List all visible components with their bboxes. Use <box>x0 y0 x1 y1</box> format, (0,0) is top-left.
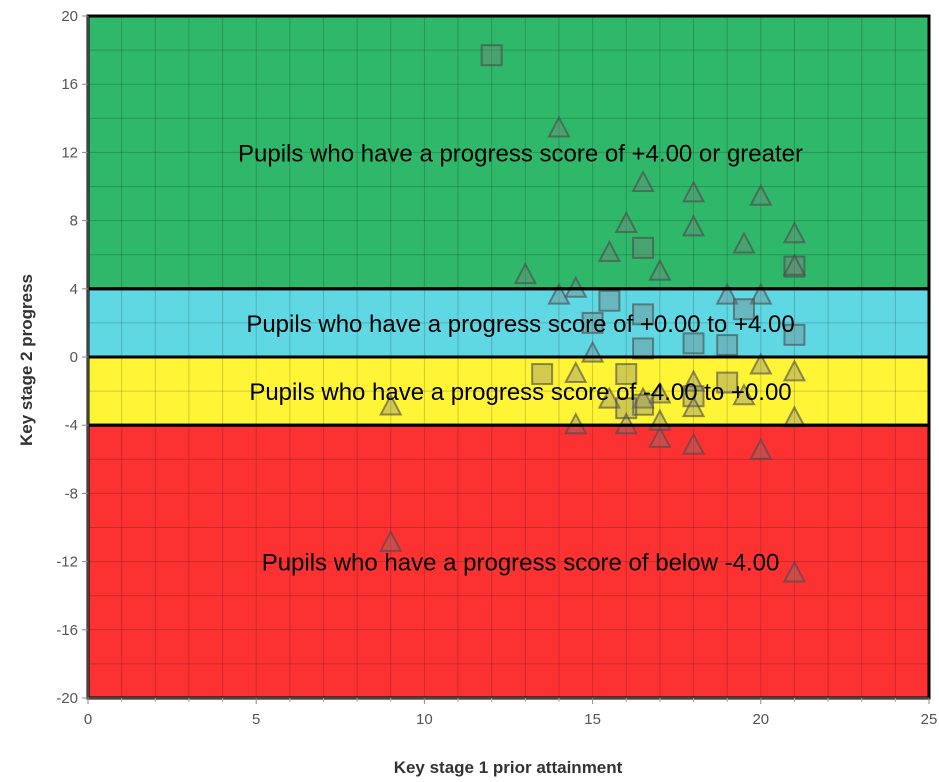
point-square-31 <box>615 363 638 386</box>
y-tick-label: -16 <box>56 622 78 639</box>
point-triangle-28 <box>749 352 773 375</box>
y-tick-label: 16 <box>61 76 78 93</box>
point-triangle-43 <box>681 395 706 418</box>
point-triangle-10 <box>597 239 622 262</box>
point-square-17 <box>598 289 621 312</box>
x-tick-label: 5 <box>252 711 260 728</box>
band-label-3: Pupils who have a progress score of belo… <box>262 550 780 577</box>
y-tick-label: 8 <box>70 213 78 230</box>
point-square-29 <box>531 363 554 386</box>
band-3 <box>88 425 929 698</box>
point-triangle-52 <box>782 560 807 583</box>
y-tick-label: 4 <box>70 281 78 298</box>
point-triangle-8 <box>732 231 756 254</box>
band-labels: Pupils who have a progress score of +4.0… <box>238 140 803 576</box>
data-points <box>379 44 807 583</box>
point-triangle-36 <box>631 386 655 409</box>
point-square-22 <box>581 311 604 334</box>
point-square-26 <box>632 337 655 360</box>
point-triangle-51 <box>379 529 403 552</box>
point-square-0 <box>480 44 503 67</box>
point-triangle-38 <box>732 383 756 406</box>
point-triangle-2 <box>631 169 655 193</box>
point-square-9 <box>632 236 655 259</box>
point-triangle-30 <box>564 360 588 384</box>
point-triangle-5 <box>614 210 638 234</box>
point-triangle-4 <box>749 183 773 206</box>
y-tick-label: 12 <box>61 144 78 161</box>
band-label-0: Pupils who have a progress score of +4.0… <box>238 140 803 167</box>
band-label-2: Pupils who have a progress score of -4.0… <box>249 379 791 406</box>
point-triangle-49 <box>681 432 706 455</box>
band-2 <box>88 357 929 426</box>
point-triangle-3 <box>681 180 706 203</box>
point-square-34 <box>716 371 739 394</box>
point-triangle-41 <box>379 393 403 416</box>
y-axis-title: Key stage 2 progress <box>17 274 36 446</box>
x-axis-title: Key stage 1 prior attainment <box>394 758 623 777</box>
y-tick-label: 20 <box>61 8 78 25</box>
y-axis-ticks: -20 -16 -12 -8 -4 0 4 8 12 16 20 <box>56 8 88 707</box>
progress-bands <box>88 16 929 698</box>
point-triangle-14 <box>513 262 537 285</box>
point-square-42 <box>615 397 638 420</box>
x-tick-label: 0 <box>84 711 92 728</box>
x-tick-label: 20 <box>752 711 769 728</box>
point-square-40 <box>632 393 655 416</box>
point-triangle-32 <box>782 359 807 382</box>
y-tick-label: -4 <box>65 417 78 434</box>
point-triangle-35 <box>648 381 672 404</box>
y-tick-label: 0 <box>70 349 78 366</box>
band-0 <box>88 16 929 289</box>
x-tick-label: 25 <box>921 711 938 728</box>
point-square-21 <box>632 303 655 326</box>
point-triangle-39 <box>597 386 622 409</box>
x-tick-label: 10 <box>416 711 433 728</box>
point-triangle-13 <box>648 258 672 281</box>
x-tick-label: 15 <box>584 711 601 728</box>
point-square-25 <box>716 334 739 357</box>
point-triangle-12 <box>782 253 807 276</box>
y-tick-label: -12 <box>56 554 78 571</box>
x-axis-ticks: 0 5 10 15 20 25 <box>84 698 938 728</box>
point-triangle-16 <box>547 282 571 305</box>
y-tick-label: -8 <box>65 485 78 502</box>
point-triangle-6 <box>681 214 706 237</box>
point-square-23 <box>783 323 806 346</box>
point-square-20 <box>732 298 755 321</box>
point-triangle-50 <box>749 437 773 460</box>
point-square-24 <box>682 332 705 355</box>
y-tick-label: -20 <box>56 690 78 707</box>
point-triangle-7 <box>782 221 807 244</box>
point-triangle-19 <box>749 282 773 305</box>
band-label-1: Pupils who have a progress score of +0.0… <box>246 311 794 338</box>
point-triangle-48 <box>648 425 672 448</box>
point-triangle-18 <box>715 282 739 305</box>
point-triangle-1 <box>547 115 571 138</box>
